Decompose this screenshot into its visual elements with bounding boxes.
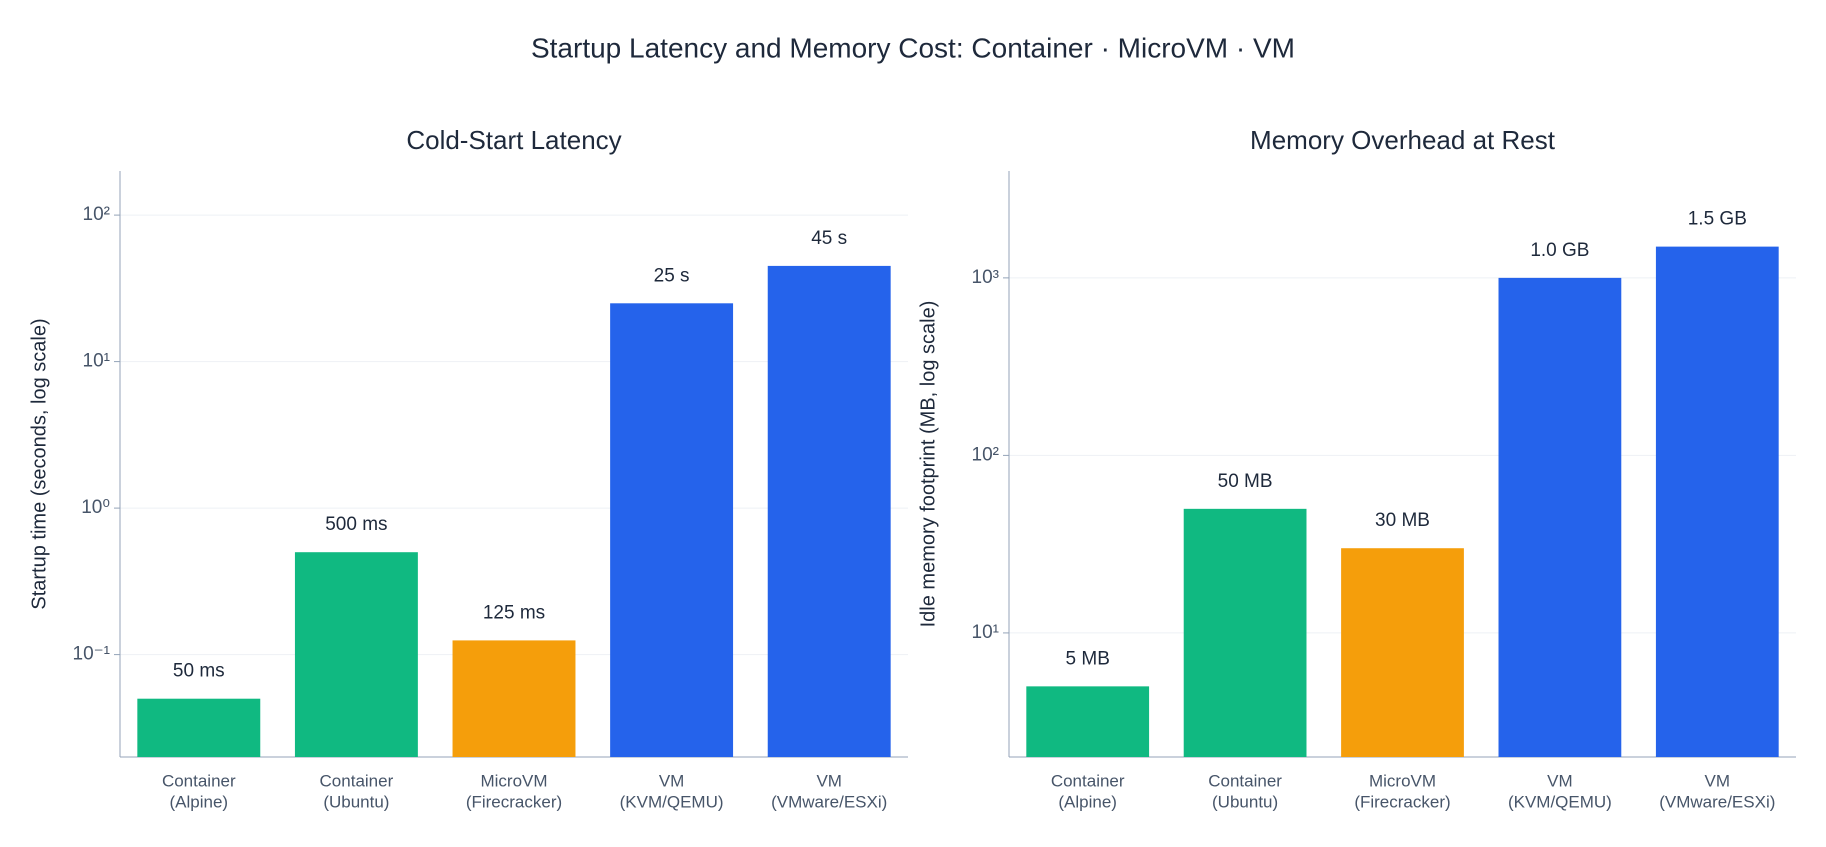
y-tick-label: 10¹	[972, 622, 999, 643]
x-tick-label: (VMware/ESXi)	[771, 792, 887, 811]
x-tick-label: Container	[162, 771, 236, 790]
bar	[1498, 277, 1622, 757]
x-tick-label: (Firecracker)	[466, 792, 562, 811]
bar	[294, 552, 418, 757]
y-tick-label: 10⁰	[81, 497, 110, 518]
x-tick-label: VM	[1705, 771, 1731, 790]
page-title: Startup Latency and Memory Cost: Contain…	[531, 32, 1295, 63]
x-tick-label: Container	[1051, 771, 1125, 790]
value-label: 25 s	[654, 265, 690, 286]
x-tick-label: MicroVM	[480, 771, 547, 790]
y-axis-label: Startup time (seconds, log scale)	[28, 318, 50, 609]
subplot-title: Memory Overhead at Rest	[1250, 125, 1556, 155]
x-tick-label: (Ubuntu)	[323, 792, 389, 811]
value-label: 1.0 GB	[1530, 240, 1589, 261]
y-tick-label: 10⁻¹	[73, 644, 111, 665]
x-tick-label: (Firecracker)	[1354, 792, 1450, 811]
value-label: 500 ms	[325, 514, 387, 535]
bar	[1183, 508, 1307, 757]
x-tick-label: (Alpine)	[170, 792, 229, 811]
x-tick-label: MicroVM	[1369, 771, 1436, 790]
bar	[1655, 246, 1779, 758]
x-tick-label: (VMware/ESXi)	[1659, 792, 1775, 811]
bar	[767, 265, 891, 757]
y-axis-label: Idle memory footprint (MB, log scale)	[917, 301, 939, 628]
y-tick-label: 10²	[83, 204, 110, 225]
bar	[1341, 548, 1464, 757]
x-tick-label: (Alpine)	[1058, 792, 1117, 811]
value-label: 45 s	[811, 228, 847, 249]
x-tick-label: Container	[1208, 771, 1282, 790]
value-label: 50 ms	[173, 661, 225, 682]
x-tick-label: (KVM/QEMU)	[620, 792, 724, 811]
bar	[1026, 686, 1150, 757]
x-tick-label: VM	[659, 771, 685, 790]
x-tick-label: (KVM/QEMU)	[1508, 792, 1612, 811]
y-tick-label: 10³	[972, 267, 999, 288]
y-tick-label: 10¹	[83, 351, 110, 372]
value-label: 1.5 GB	[1688, 209, 1747, 230]
x-tick-label: (Ubuntu)	[1212, 792, 1278, 811]
x-tick-label: VM	[816, 771, 842, 790]
bar	[452, 640, 576, 757]
subplot-title: Cold-Start Latency	[406, 125, 621, 155]
y-tick-label: 10²	[972, 444, 999, 465]
x-tick-label: VM	[1547, 771, 1573, 790]
x-tick-label: Container	[320, 771, 394, 790]
bar	[610, 303, 734, 757]
value-label: 30 MB	[1375, 510, 1430, 531]
value-label: 5 MB	[1066, 648, 1110, 669]
bar	[137, 698, 261, 757]
value-label: 125 ms	[483, 602, 545, 623]
value-label: 50 MB	[1218, 471, 1273, 492]
